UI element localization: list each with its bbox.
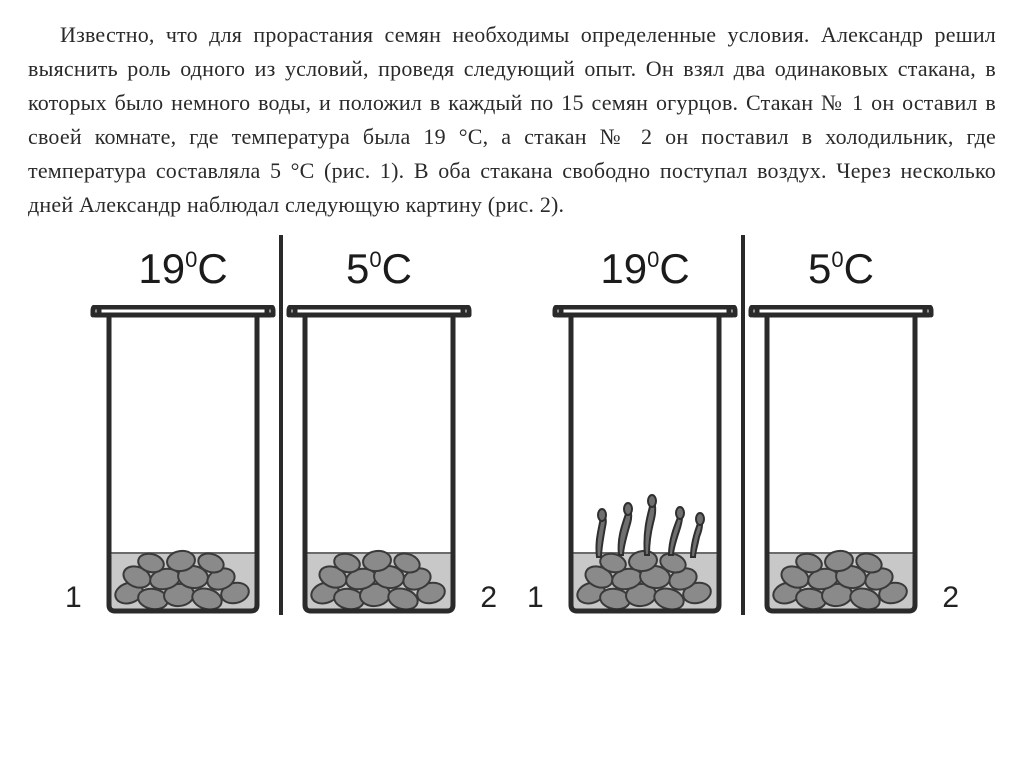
experiment-text: Известно, что для прорастания семян необ…	[28, 18, 996, 223]
figure-row: 190C 1 50C 2	[28, 241, 996, 615]
figure-1: 190C 1 50C 2	[87, 241, 475, 615]
temp-label-1a: 190C	[138, 245, 227, 293]
beaker-1-initial: 190C 1	[87, 245, 279, 615]
beaker-icon	[283, 305, 475, 615]
beaker-icon	[87, 305, 279, 615]
beaker-icon	[745, 305, 937, 615]
beaker-number: 2	[942, 581, 959, 615]
beaker-number: 1	[527, 581, 544, 615]
beaker-number: 1	[65, 581, 82, 615]
figure-2: 190C 1 50C	[549, 241, 937, 615]
beaker-2-result: 50C 2	[745, 245, 937, 615]
temp-label-2b: 50C	[808, 245, 874, 293]
beaker-2-initial: 50C 2	[283, 245, 475, 615]
beaker-icon	[549, 305, 741, 615]
beaker-1-result: 190C 1	[549, 245, 741, 615]
temp-label-1b: 190C	[600, 245, 689, 293]
temp-value: 19	[138, 245, 185, 292]
temp-label-2a: 50C	[346, 245, 412, 293]
temp-value: 5	[346, 245, 369, 292]
temp-value: 19	[600, 245, 647, 292]
temp-value: 5	[808, 245, 831, 292]
beaker-number: 2	[480, 581, 497, 615]
